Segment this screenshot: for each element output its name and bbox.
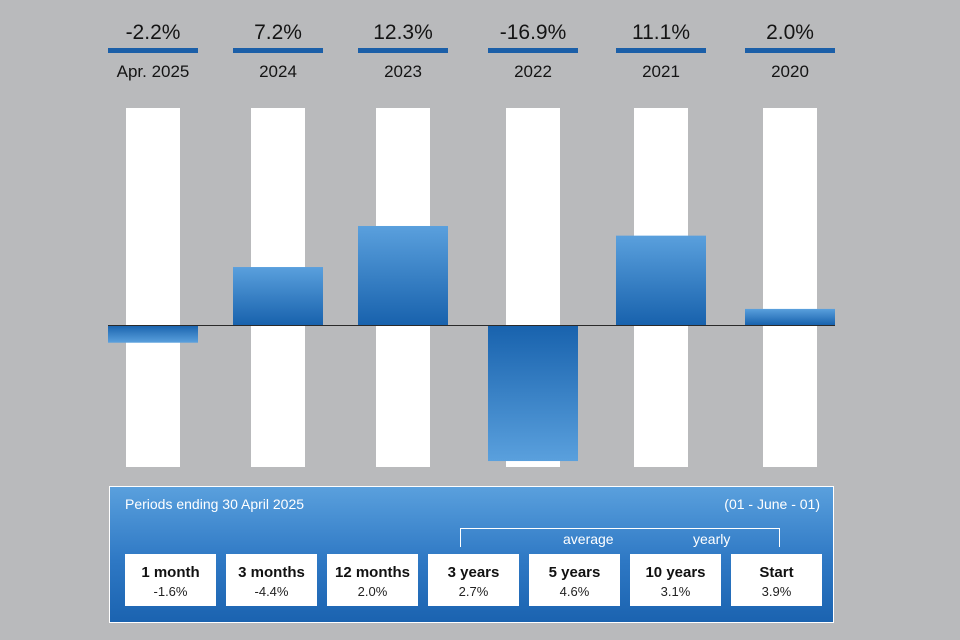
- yearly-label: yearly: [693, 531, 731, 547]
- tick-label: 2024: [259, 62, 297, 81]
- data-label: -16.9%: [500, 21, 567, 44]
- header-rule: [108, 48, 198, 53]
- period-cell-start[interactable]: Start 3.9%: [731, 554, 822, 606]
- period-label: 5 years: [548, 564, 601, 581]
- inception-date: (01 - June - 01): [724, 496, 820, 512]
- period-cell-3-years[interactable]: 3 years 2.7%: [428, 554, 519, 606]
- header-rule: [745, 48, 835, 53]
- data-label: -2.2%: [126, 21, 181, 44]
- tick-label: 2021: [642, 62, 680, 81]
- bar-track: [763, 108, 817, 467]
- period-value: -1.6%: [153, 584, 188, 599]
- header-rule: [488, 48, 578, 53]
- period-value: 2.7%: [458, 584, 489, 599]
- annual-returns-chart: -2.2% Apr. 2025 7.2% 2024 12.3% 2023 -16.9% 202…: [108, 21, 835, 467]
- bar-2021: [616, 235, 706, 325]
- period-cell-10-years[interactable]: 10 years 3.1%: [630, 554, 721, 606]
- period-cells: 1 month -1.6% 3 months -4.4% 12 months 2…: [125, 554, 822, 606]
- header-rule: [616, 48, 706, 53]
- data-label: 7.2%: [254, 21, 302, 44]
- period-label: 1 month: [141, 564, 200, 581]
- period-value: 3.1%: [660, 584, 691, 599]
- tick-label: 2020: [771, 62, 809, 81]
- data-label: 12.3%: [373, 21, 433, 44]
- header-rule: [233, 48, 323, 53]
- period-cell-12-months[interactable]: 12 months 2.0%: [327, 554, 418, 606]
- period-label: Start: [759, 564, 794, 581]
- period-label: 12 months: [334, 564, 410, 581]
- average-yearly-bracket: [460, 528, 780, 547]
- data-label: 11.1%: [632, 21, 690, 44]
- period-cell-1-month[interactable]: 1 month -1.6%: [125, 554, 216, 606]
- period-value: 3.9%: [761, 584, 792, 599]
- period-value: 4.6%: [559, 584, 590, 599]
- period-cell-3-months[interactable]: 3 months -4.4%: [226, 554, 317, 606]
- tick-label: 2023: [384, 62, 422, 81]
- bar-2023: [358, 225, 448, 325]
- period-cell-5-years[interactable]: 5 years 4.6%: [529, 554, 620, 606]
- bar-apr-2025: [108, 325, 198, 343]
- period-returns-panel: Periods ending 30 April 2025 (01 - June …: [109, 486, 834, 623]
- period-label: 3 months: [238, 564, 305, 581]
- average-label: average: [563, 531, 614, 547]
- data-label: 2.0%: [766, 21, 814, 44]
- tick-label: Apr. 2025: [117, 62, 190, 81]
- period-label: 3 years: [447, 564, 500, 581]
- bar-2022: [488, 325, 578, 462]
- tick-label: 2022: [514, 62, 552, 81]
- bar-track: [126, 108, 180, 467]
- bar-2020: [745, 308, 835, 325]
- bar-2024: [233, 267, 323, 325]
- period-returns-title: Periods ending 30 April 2025: [125, 496, 305, 512]
- period-value: 2.0%: [357, 584, 388, 599]
- header-rule: [358, 48, 448, 53]
- period-label: 10 years: [645, 564, 706, 581]
- period-value: -4.4%: [254, 584, 289, 599]
